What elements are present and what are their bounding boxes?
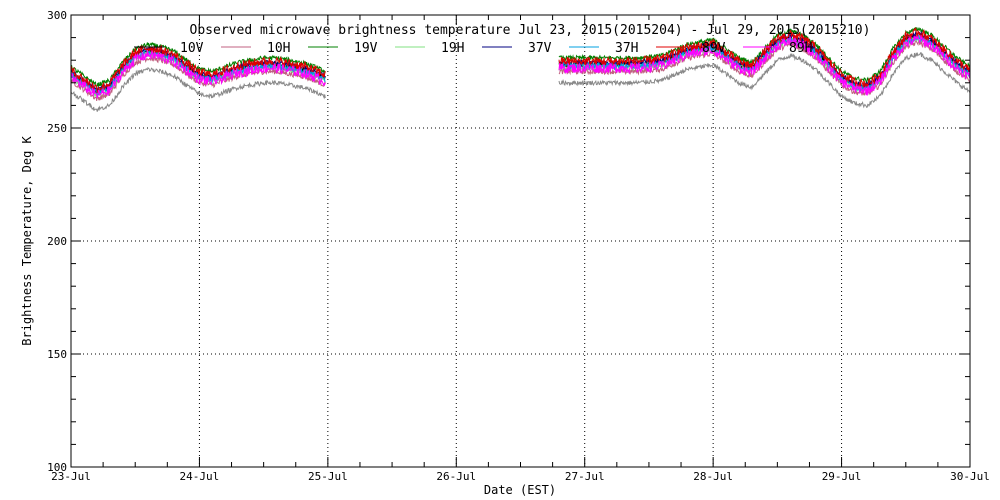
y-tick-label: 300: [47, 9, 67, 22]
legend-label-10v: 10V: [180, 41, 204, 56]
series-line-89h-segment-2: [558, 34, 971, 96]
x-tick-label: 25-Jul: [308, 470, 348, 483]
legend-label-37v: 37V: [528, 41, 552, 56]
chart-title: Observed microwave brightness temperatur…: [190, 23, 871, 38]
x-tick-label: 28-Jul: [693, 470, 733, 483]
series-line-89h-segment-1: [70, 49, 326, 99]
y-tick-label: 250: [47, 122, 67, 135]
y-tick-label: 150: [47, 348, 67, 361]
y-tick-label: 100: [47, 461, 67, 474]
grid-layer: [71, 15, 970, 467]
series-line-89v-segment-2: [558, 27, 970, 88]
y-axis-label: Brightness Temperature, Deg K: [20, 135, 34, 345]
legend-label-89v: 89V: [702, 41, 726, 56]
x-tick-label: 29-Jul: [822, 470, 862, 483]
series-layer: [70, 27, 971, 112]
x-tick-label: 24-Jul: [180, 470, 220, 483]
x-tick-label: 30-Jul: [950, 470, 990, 483]
series-line-unlabeled-segment-1: [70, 66, 326, 112]
legend-label-10h: 10H: [267, 41, 290, 56]
x-tick-label: 23-Jul: [51, 470, 91, 483]
legend: 10V 10H 19V 19H 37V 37H 89V 89H: [134, 41, 812, 56]
x-axis-label: Date (EST): [484, 483, 556, 497]
y-tick-label: 200: [47, 235, 67, 248]
legend-label-19h: 19H: [441, 41, 464, 56]
x-tick-label: 26-Jul: [436, 470, 476, 483]
legend-label-37h: 37H: [615, 41, 638, 56]
legend-label-89h: 89H: [789, 41, 812, 56]
tick-layer: 23-Jul 24-Jul 25-Jul 26-Jul 27-Jul 28-Jul 29-J…: [47, 9, 990, 483]
series-line-37h-segment-2: [558, 34, 971, 92]
series-line-unlabeled-segment-2: [558, 51, 971, 109]
legend-label-19v: 19V: [354, 41, 378, 56]
x-tick-label: 27-Jul: [565, 470, 605, 483]
